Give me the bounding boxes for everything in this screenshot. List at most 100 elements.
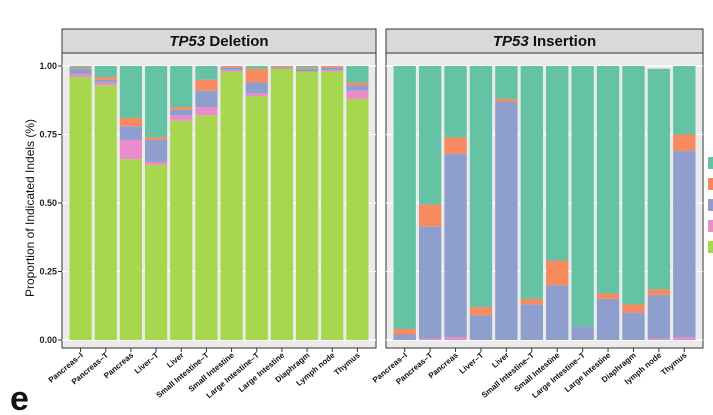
bar-segment-E — [245, 66, 268, 69]
facet-panel: TP53 InsertionPancreas–IPancreas–TPancre… — [371, 28, 704, 400]
facet-strip — [385, 28, 704, 54]
bar-segment-C — [170, 109, 193, 116]
facet-title: TP53 Insertion — [493, 33, 596, 50]
bar-segment-E — [119, 66, 142, 119]
bar-segment-E — [469, 66, 493, 308]
bar-segment-A — [270, 68, 293, 341]
bar-segment-C — [321, 67, 344, 71]
legend-swatch-E — [708, 157, 713, 169]
bar-segment-B — [418, 338, 442, 340]
bar-segment-A — [245, 96, 268, 340]
y-tick-label: 0.25 — [39, 267, 57, 277]
bar-segment-B — [673, 337, 696, 340]
bar-segment-B — [444, 337, 467, 340]
facet-panels: TP53 DeletionPancreas–IPancreas–TPancrea… — [47, 28, 704, 400]
bar-segment-B — [647, 338, 671, 340]
bar-segment-E — [393, 66, 416, 330]
y-tick-label: 0.50 — [39, 198, 57, 208]
bar-segment-C — [119, 126, 142, 140]
bar-segment-E — [520, 66, 543, 299]
bar-segment-A — [346, 98, 369, 340]
bar-segment-E — [673, 66, 696, 135]
bar-segment-A — [321, 71, 344, 340]
bar-segment-C — [469, 315, 493, 340]
y-axis: 0.00 0.25 0.50 0.75 1.00 — [39, 61, 62, 345]
legend-swatch-C — [708, 199, 713, 211]
bar-segment-D — [469, 307, 493, 316]
x-tick-label: Thymus — [332, 350, 362, 377]
bar-segment-E — [647, 68, 671, 290]
bar-segment-A — [119, 159, 142, 340]
bar-segment-C — [673, 150, 696, 338]
facet-panel: TP53 DeletionPancreas–IPancreas–TPancrea… — [47, 28, 377, 400]
bar-segment-A — [69, 76, 92, 341]
bar-segment-D — [393, 329, 416, 335]
bar-segment-D — [495, 98, 518, 102]
bar-segment-B — [170, 115, 193, 121]
bar-segment-C — [270, 67, 293, 69]
facet-title-suffix: Deletion — [205, 33, 268, 50]
bar-segment-A — [296, 71, 319, 340]
bar-segment-D — [520, 298, 543, 305]
x-tick-label: Liver — [490, 351, 510, 370]
legend-swatch-B — [708, 220, 713, 232]
bar-segment-C — [220, 67, 243, 71]
y-tick-label: 0.75 — [39, 130, 57, 140]
facet-title-gene: TP53 — [493, 33, 530, 50]
bar-segment-E — [145, 66, 168, 138]
bar-segment-C — [520, 304, 543, 340]
bar-segment-C — [393, 334, 416, 340]
bar-segment-D — [418, 204, 442, 227]
bar-segment-B — [346, 90, 369, 99]
bar-segment-D — [270, 66, 293, 68]
bar-segment-A — [94, 85, 117, 341]
bar-segment-D — [245, 68, 268, 83]
legend — [708, 157, 713, 253]
bar-segment-A — [145, 164, 168, 340]
bar-segment-D — [195, 79, 218, 91]
bar-segment-E — [296, 66, 319, 68]
y-tick-label: 1.00 — [39, 61, 57, 71]
bar-segment-D — [145, 137, 168, 140]
bar-segment-C — [346, 85, 369, 91]
bar-segment-A — [195, 115, 218, 340]
bar-segment-B — [94, 82, 117, 86]
panel-letter: e — [10, 380, 29, 415]
bar-segment-D — [673, 134, 696, 151]
bar-segment-E — [69, 66, 92, 68]
y-tick-label: 0.00 — [39, 335, 57, 345]
bar-segment-B — [245, 93, 268, 97]
bar-segment-C — [245, 82, 268, 94]
bar-segment-C — [546, 285, 569, 340]
bar-segment-C — [69, 68, 92, 75]
bar-segment-E — [346, 66, 369, 83]
bar-segment-D — [546, 260, 569, 286]
bar-segment-C — [444, 153, 467, 338]
bar-segment-E — [94, 66, 117, 77]
bar-segment-C — [296, 68, 319, 72]
bar-segment-C — [195, 90, 218, 108]
bar-segment-D — [346, 82, 369, 86]
bar-segment-B — [145, 161, 168, 165]
facet-title-suffix: Insertion — [529, 33, 597, 50]
bar-segment-D — [220, 66, 243, 68]
bar-segment-D — [119, 118, 142, 127]
x-tick-label: Thymus — [659, 350, 689, 377]
bar-segment-C — [571, 326, 594, 340]
bar-segment-B — [69, 74, 92, 77]
bar-segment-E — [571, 66, 594, 327]
bar-segment-E — [622, 66, 645, 305]
bar-segment-E — [596, 66, 620, 294]
bar-segment-D — [321, 66, 344, 68]
bar-segment-E — [495, 66, 518, 99]
legend-swatch-D — [708, 178, 713, 190]
facet-title-gene: TP53 — [169, 33, 206, 50]
bar-segment-C — [145, 139, 168, 162]
x-tick-label: Liver — [165, 351, 185, 370]
bar-segment-D — [596, 293, 620, 299]
bar-segment-C — [418, 226, 442, 339]
x-tick-label: Liver–T — [458, 351, 486, 376]
bar-segment-D — [647, 289, 671, 295]
